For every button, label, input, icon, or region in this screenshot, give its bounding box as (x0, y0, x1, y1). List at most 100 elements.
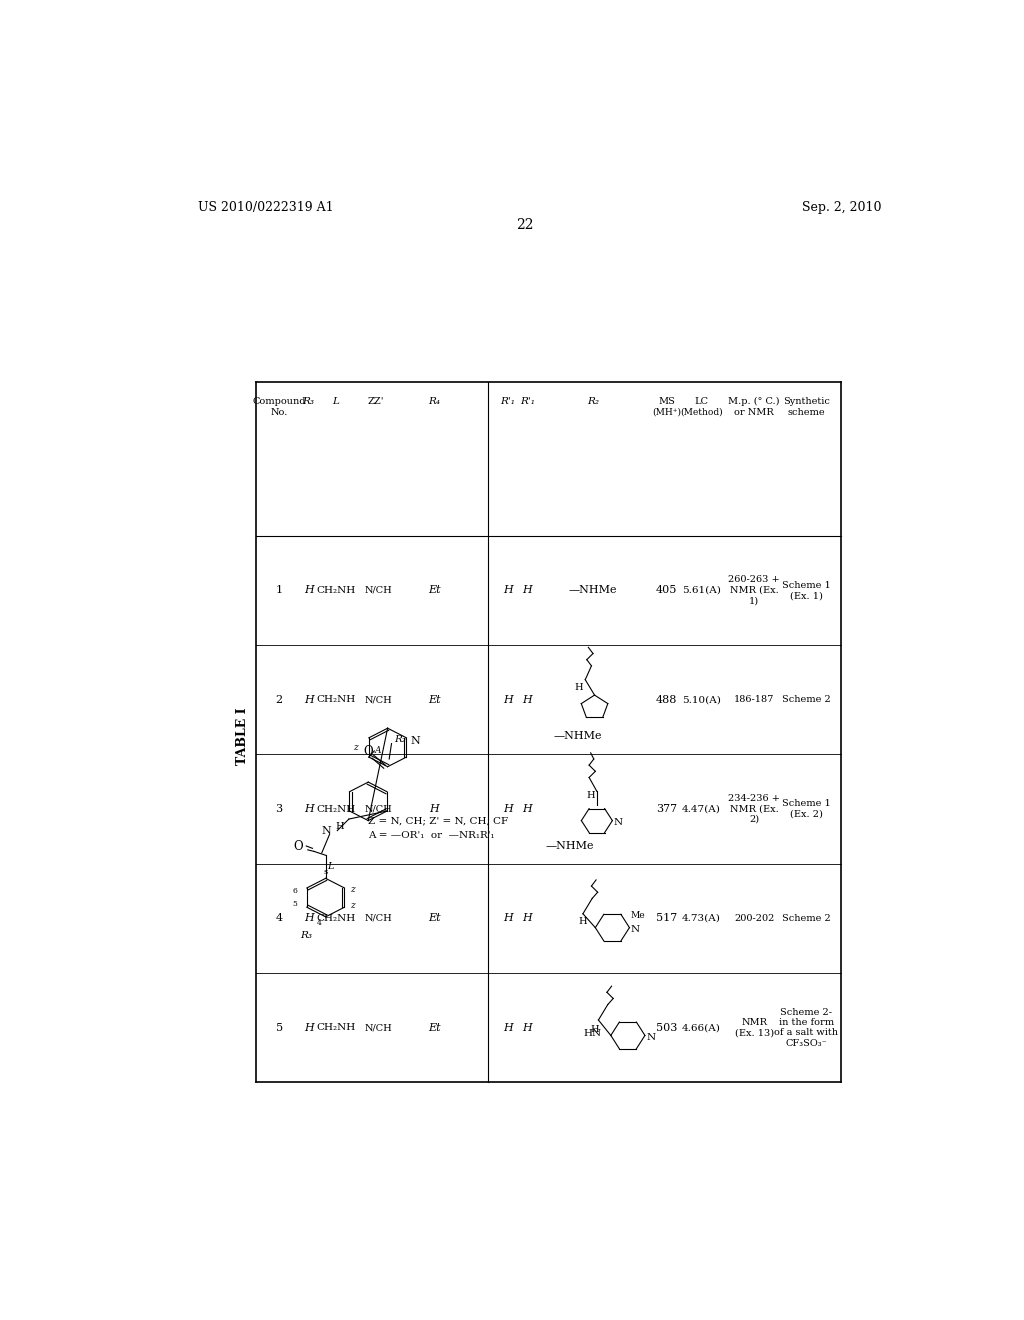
Text: H: H (304, 804, 313, 814)
Text: H: H (503, 804, 513, 814)
Text: H: H (304, 1023, 313, 1032)
Text: H: H (304, 585, 313, 595)
Text: Scheme 1
(Ex. 1): Scheme 1 (Ex. 1) (781, 581, 830, 601)
Text: 234-236 +
NMR (Ex.
2): 234-236 + NMR (Ex. 2) (728, 795, 780, 824)
Text: A: A (375, 746, 382, 755)
Text: Synthetic: Synthetic (782, 397, 829, 407)
Text: 200-202: 200-202 (734, 913, 774, 923)
Text: R₃: R₃ (302, 397, 314, 407)
Text: Compound: Compound (252, 397, 306, 407)
Text: R'₁: R'₁ (520, 397, 535, 407)
Text: TABLE I: TABLE I (237, 708, 249, 764)
Text: 377: 377 (656, 804, 677, 814)
Text: scheme: scheme (787, 408, 825, 417)
Text: US 2010/0222319 A1: US 2010/0222319 A1 (198, 201, 334, 214)
Text: CH₂NH: CH₂NH (316, 805, 355, 813)
Text: R₂: R₂ (394, 735, 406, 744)
Text: 3: 3 (275, 804, 283, 814)
Text: H: H (429, 804, 439, 814)
Text: R₄: R₄ (428, 397, 440, 407)
Text: N/CH: N/CH (365, 1023, 392, 1032)
Text: Scheme 2: Scheme 2 (781, 913, 830, 923)
Text: N/CH: N/CH (365, 913, 392, 923)
Text: R₃: R₃ (300, 931, 312, 940)
Text: 2: 2 (275, 694, 283, 705)
Text: H: H (503, 913, 513, 924)
Text: HN: HN (584, 1028, 601, 1038)
Text: H: H (587, 791, 595, 800)
Text: M.p. (° C.): M.p. (° C.) (728, 397, 780, 407)
Text: 517: 517 (656, 913, 677, 924)
Text: Z = N, CH; Z' = N, CH, CF: Z = N, CH; Z' = N, CH, CF (369, 817, 508, 826)
Text: 4.73(A): 4.73(A) (682, 913, 721, 923)
Text: 503: 503 (656, 1023, 677, 1032)
Text: —NHMe: —NHMe (553, 730, 602, 741)
Text: CH₂NH: CH₂NH (316, 696, 355, 704)
Text: Me: Me (631, 911, 645, 920)
Text: 4: 4 (275, 913, 283, 924)
Text: N: N (411, 737, 421, 746)
Text: A = —OR'₁  or  —NR₁R'₁: A = —OR'₁ or —NR₁R'₁ (369, 830, 495, 840)
Text: Et: Et (428, 585, 440, 595)
Text: 5.61(A): 5.61(A) (682, 586, 721, 595)
Text: z: z (349, 886, 354, 895)
Text: H: H (522, 804, 532, 814)
Text: R'₁: R'₁ (501, 397, 515, 407)
Text: H: H (574, 682, 584, 692)
Text: N: N (614, 818, 623, 828)
Text: L: L (328, 862, 334, 871)
Text: z: z (349, 900, 354, 909)
Text: Scheme 2: Scheme 2 (781, 696, 830, 704)
Text: O: O (364, 744, 373, 758)
Text: Et: Et (428, 913, 440, 924)
Text: 488: 488 (656, 694, 677, 705)
Text: 6: 6 (293, 887, 298, 895)
Text: 4: 4 (316, 919, 322, 927)
Text: 5: 5 (293, 900, 298, 908)
Text: —NHMe: —NHMe (546, 841, 594, 851)
Text: H: H (304, 694, 313, 705)
Text: H: H (579, 917, 587, 925)
Text: (MH⁺): (MH⁺) (652, 408, 681, 417)
Text: O: O (294, 840, 303, 853)
Text: 1: 1 (275, 585, 283, 595)
Text: Et: Et (428, 1023, 440, 1032)
Text: N/CH: N/CH (365, 805, 392, 813)
Text: 260-263 +
NMR (Ex.
1): 260-263 + NMR (Ex. 1) (728, 576, 780, 606)
Text: H: H (590, 1024, 599, 1034)
Text: No.: No. (270, 408, 288, 417)
Text: CH₂NH: CH₂NH (316, 586, 355, 595)
Text: 22: 22 (516, 218, 534, 232)
Text: 5: 5 (275, 1023, 283, 1032)
Text: CH₂NH: CH₂NH (316, 1023, 355, 1032)
Text: 5.10(A): 5.10(A) (682, 696, 721, 704)
Text: N/CH: N/CH (365, 586, 392, 595)
Text: Et: Et (428, 694, 440, 705)
Text: H: H (503, 1023, 513, 1032)
Text: 405: 405 (656, 585, 677, 595)
Text: (Method): (Method) (680, 408, 723, 417)
Text: 186-187: 186-187 (734, 696, 774, 704)
Text: Scheme 1
(Ex. 2): Scheme 1 (Ex. 2) (781, 800, 830, 818)
Text: z: z (353, 743, 358, 752)
Text: L: L (332, 397, 339, 407)
Text: H: H (503, 585, 513, 595)
Text: H: H (336, 822, 344, 832)
Text: 4.66(A): 4.66(A) (682, 1023, 721, 1032)
Text: R₂: R₂ (587, 397, 599, 407)
Text: CH₂NH: CH₂NH (316, 913, 355, 923)
Text: H: H (503, 694, 513, 705)
Text: LC: LC (694, 397, 709, 407)
Text: H: H (304, 913, 313, 924)
Text: N: N (646, 1034, 655, 1043)
Text: MS: MS (658, 397, 675, 407)
Text: —NHMe: —NHMe (568, 585, 617, 595)
Text: H: H (522, 913, 532, 924)
Text: NMR
(Ex. 13): NMR (Ex. 13) (734, 1018, 774, 1038)
Text: N: N (322, 825, 331, 836)
Text: 4.47(A): 4.47(A) (682, 805, 721, 813)
Text: Sep. 2, 2010: Sep. 2, 2010 (802, 201, 882, 214)
Text: ZZ': ZZ' (368, 397, 384, 407)
Text: H: H (522, 1023, 532, 1032)
Text: H: H (522, 694, 532, 705)
